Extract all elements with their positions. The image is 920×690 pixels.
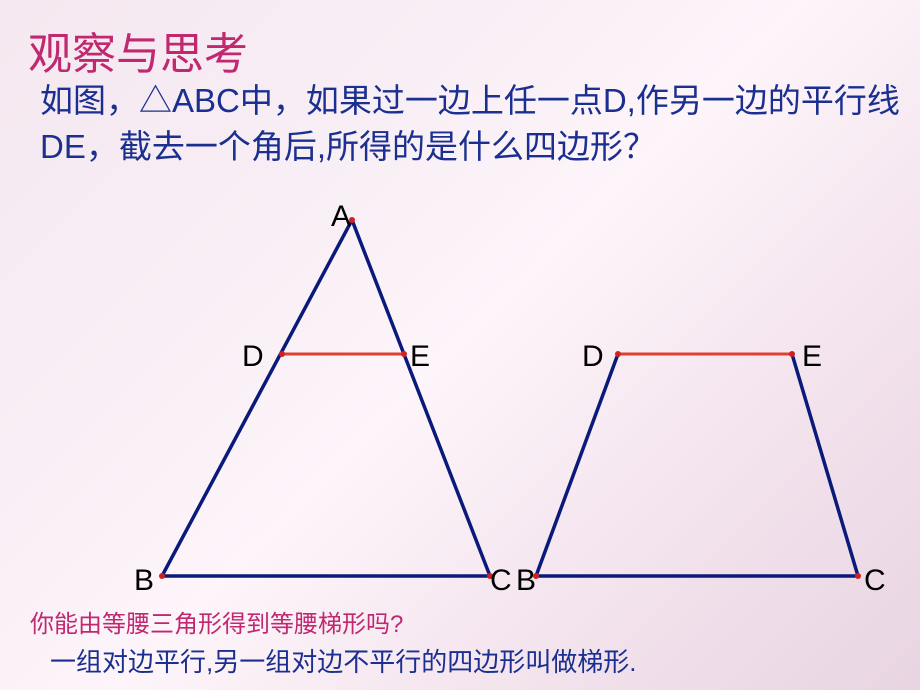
vertex-label-c: C: [864, 564, 886, 598]
vertex-label-e: E: [410, 340, 430, 374]
vertex-label-a: A: [331, 200, 351, 234]
slide-title: 观察与思考: [28, 18, 248, 82]
followup-question: 你能由等腰三角形得到等腰梯形吗?: [30, 604, 403, 639]
vertex-label-d: D: [582, 340, 604, 374]
vertex-label-c: C: [490, 564, 512, 598]
definition-text: 一组对边平行,另一组对边不平行的四边形叫做梯形.: [50, 642, 636, 679]
geometry-diagram: [50, 200, 900, 600]
vertex-label-d: D: [242, 340, 264, 374]
vertex-label-b: B: [516, 564, 536, 598]
vertex-label-b: B: [134, 564, 154, 598]
vertex-label-e: E: [802, 340, 822, 374]
diagram-area: [50, 200, 900, 560]
problem-text: 如图，△ABC中，如果过一边上任一点D,作另一边的平行线DE，截去一个角后,所得…: [40, 78, 900, 170]
